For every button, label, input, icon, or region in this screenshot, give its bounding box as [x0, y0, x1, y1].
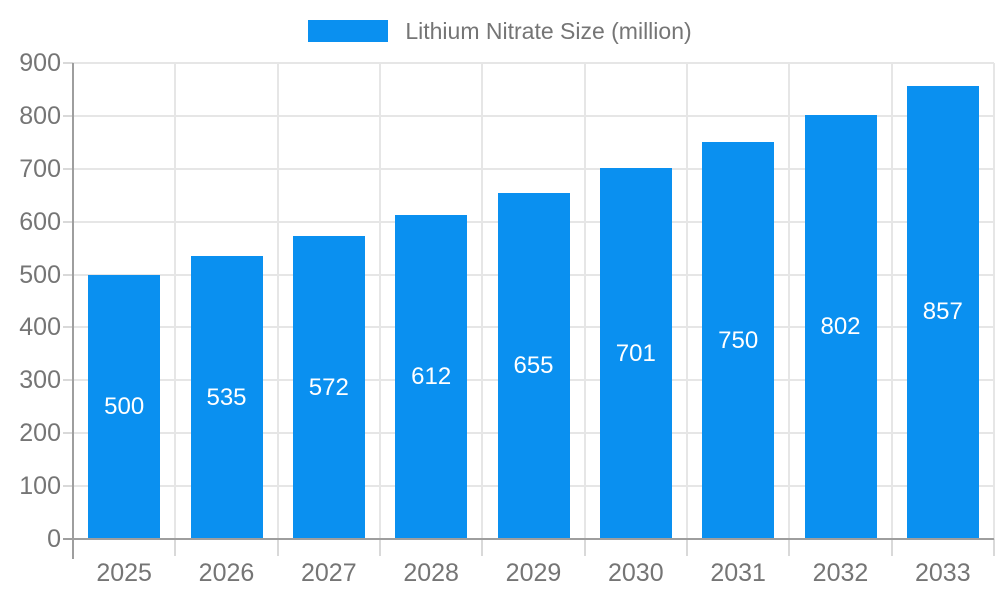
x-axis-tick	[788, 539, 791, 556]
x-gridline	[686, 63, 688, 539]
y-axis-tick-label: 800	[19, 101, 61, 130]
bar-value-label: 500	[104, 392, 145, 420]
x-gridline	[788, 63, 791, 539]
x-gridline	[481, 63, 484, 539]
y-axis-tick	[63, 220, 73, 223]
x-axis-tick	[686, 539, 688, 556]
x-axis-tick	[379, 539, 381, 556]
y-axis-tick-label: 400	[19, 313, 61, 342]
x-axis-tick-label: 2031	[710, 559, 766, 587]
bar-2033[interactable]	[906, 85, 979, 539]
bar-value-label: 857	[922, 298, 963, 326]
y-axis-tick-label: 0	[47, 525, 61, 553]
y-axis-tick-label: 300	[19, 366, 61, 395]
x-axis-tick-label: 2028	[403, 559, 459, 587]
legend[interactable]: Lithium Nitrate Size (million)	[0, 18, 1000, 44]
legend-swatch	[308, 20, 389, 42]
x-gridline	[890, 63, 893, 539]
y-axis-tick	[63, 167, 73, 170]
x-axis-tick	[174, 539, 177, 556]
y-gridline	[73, 62, 994, 64]
x-axis-tick-label: 2025	[96, 559, 152, 587]
x-axis-tick-label: 2032	[812, 559, 869, 587]
y-axis-tick-label: 500	[19, 260, 61, 289]
x-axis-tick-label: 2033	[915, 559, 971, 587]
y-axis-tick	[63, 273, 73, 276]
y-axis-tick	[63, 379, 73, 382]
y-axis-line	[72, 63, 74, 559]
x-gridline	[174, 63, 177, 539]
bar-2029[interactable]	[497, 192, 570, 539]
bar-2030[interactable]	[599, 168, 672, 539]
x-axis-tick	[276, 539, 279, 556]
bar-value-label: 750	[718, 326, 759, 354]
bar-2032[interactable]	[804, 114, 877, 539]
bar-value-label: 802	[820, 312, 861, 340]
bar-value-label: 535	[206, 383, 247, 411]
x-axis-line	[63, 538, 994, 540]
bar-2027[interactable]	[292, 236, 365, 539]
bar-2031[interactable]	[702, 142, 775, 539]
y-axis-tick-label: 600	[19, 207, 61, 236]
bar-2028[interactable]	[395, 215, 468, 539]
x-gridline	[993, 63, 995, 539]
legend-label: Lithium Nitrate Size (million)	[405, 18, 692, 44]
y-axis-tick	[63, 62, 73, 64]
y-axis-tick	[63, 114, 73, 117]
bar-value-label: 655	[513, 351, 554, 379]
x-axis-tick-label: 2026	[198, 559, 255, 587]
x-axis-tick-label: 2027	[301, 559, 357, 587]
x-gridline	[583, 63, 586, 539]
x-axis-tick	[993, 539, 995, 556]
y-axis-tick-label: 200	[19, 419, 61, 448]
y-axis-tick-label: 100	[19, 472, 61, 501]
x-axis-tick-label: 2030	[608, 559, 664, 587]
y-axis-tick	[63, 485, 73, 488]
y-axis-tick	[63, 432, 73, 435]
bar-value-label: 572	[308, 373, 349, 401]
y-axis-tick	[63, 326, 73, 329]
x-gridline	[276, 63, 279, 539]
x-gridline	[379, 63, 381, 539]
x-axis-tick	[481, 539, 484, 556]
x-axis-tick	[583, 539, 586, 556]
y-axis-tick-label: 900	[19, 49, 61, 77]
y-gridline	[73, 114, 994, 117]
y-axis-tick-label: 700	[19, 154, 61, 183]
y-gridline	[73, 167, 994, 170]
bar-value-label: 701	[615, 339, 656, 367]
x-axis-tick-label: 2029	[505, 559, 562, 587]
x-axis-tick	[890, 539, 893, 556]
bar-value-label: 612	[411, 363, 452, 391]
bar-2026[interactable]	[190, 256, 263, 539]
bar-2025[interactable]	[88, 274, 161, 539]
